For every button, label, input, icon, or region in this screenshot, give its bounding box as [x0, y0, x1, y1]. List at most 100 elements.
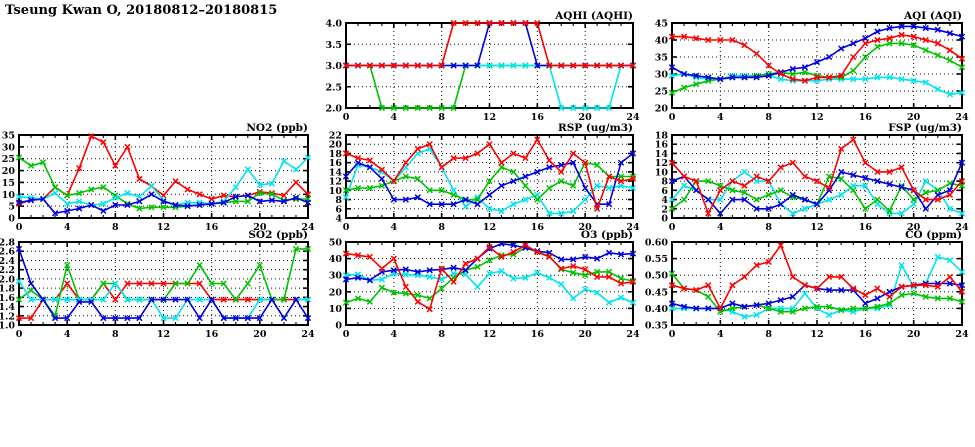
svg-text:0: 0 [661, 214, 668, 225]
svg-text:3.5: 3.5 [325, 40, 342, 51]
series-red [668, 31, 966, 84]
svg-text:16: 16 [531, 222, 545, 233]
svg-text:0.60: 0.60 [645, 238, 669, 249]
svg-text:45: 45 [655, 19, 668, 30]
svg-text:8: 8 [765, 329, 772, 340]
svg-text:15: 15 [2, 178, 15, 189]
series-red [668, 136, 966, 217]
svg-text:12: 12 [329, 177, 342, 188]
svg-text:24: 24 [626, 329, 640, 340]
svg-text:0: 0 [8, 214, 15, 225]
svg-text:8: 8 [661, 177, 668, 188]
svg-text:0: 0 [669, 329, 676, 340]
svg-text:20: 20 [655, 104, 669, 115]
svg-text:16: 16 [859, 112, 873, 123]
svg-text:0.40: 0.40 [645, 304, 669, 315]
svg-text:12: 12 [810, 112, 823, 123]
series-blue [342, 150, 637, 208]
svg-text:30: 30 [2, 142, 16, 153]
svg-text:12: 12 [483, 329, 496, 340]
svg-text:2: 2 [661, 204, 668, 215]
svg-text:24: 24 [955, 222, 969, 233]
chart-so2: 0 4 8 12 16 20 24 1.01.21.41.61.82.02.22.42.62.… [0, 229, 315, 340]
svg-text:10: 10 [655, 167, 669, 178]
svg-text:12: 12 [655, 158, 668, 169]
svg-text:0: 0 [343, 222, 350, 233]
svg-text:20: 20 [907, 222, 921, 233]
svg-text:20: 20 [2, 166, 16, 177]
svg-text:8: 8 [335, 195, 342, 206]
chart-aqhi: 0 4 8 12 16 20 24 2.0 2.5 3.0 3.5 4.0 AQHI (AQHI) [325, 10, 640, 123]
series-red [342, 136, 637, 212]
svg-text:2.0: 2.0 [325, 104, 342, 115]
svg-text:2.5: 2.5 [325, 82, 342, 93]
svg-text:0: 0 [16, 329, 23, 340]
svg-text:8: 8 [765, 112, 772, 123]
svg-text:24: 24 [626, 222, 640, 233]
svg-text:16: 16 [859, 329, 873, 340]
svg-text:0: 0 [335, 321, 342, 332]
svg-text:20: 20 [579, 222, 593, 233]
svg-text:30: 30 [329, 271, 343, 282]
svg-text:8: 8 [438, 222, 445, 233]
svg-text:20: 20 [253, 222, 267, 233]
svg-text:2.8: 2.8 [0, 238, 15, 249]
svg-text:16: 16 [205, 329, 219, 340]
svg-text:CO (ppm): CO (ppm) [905, 229, 962, 241]
svg-text:1.4: 1.4 [0, 302, 15, 313]
svg-text:24: 24 [626, 112, 640, 123]
svg-text:12: 12 [157, 329, 170, 340]
svg-text:1.8: 1.8 [0, 284, 15, 295]
svg-text:20: 20 [907, 329, 921, 340]
series-red [342, 19, 637, 69]
svg-text:18: 18 [655, 131, 669, 142]
svg-text:12: 12 [810, 222, 823, 233]
svg-text:24: 24 [301, 329, 315, 340]
series-blue [668, 23, 966, 83]
svg-text:4: 4 [391, 112, 398, 123]
svg-text:35: 35 [2, 131, 15, 142]
svg-text:20: 20 [907, 112, 921, 123]
svg-text:8: 8 [765, 222, 772, 233]
svg-text:0: 0 [343, 329, 350, 340]
svg-text:4: 4 [64, 222, 71, 233]
svg-text:12: 12 [483, 222, 496, 233]
svg-text:2.6: 2.6 [0, 247, 15, 258]
svg-text:0.50: 0.50 [645, 271, 669, 282]
svg-text:12: 12 [810, 329, 823, 340]
svg-text:8: 8 [112, 329, 119, 340]
series-red [342, 242, 637, 313]
svg-text:18: 18 [329, 149, 343, 160]
svg-text:2.0: 2.0 [0, 274, 15, 285]
svg-text:1.0: 1.0 [0, 321, 15, 332]
svg-text:0.55: 0.55 [645, 254, 668, 265]
chart-co: 0 4 8 12 16 20 24 0.35 0.40 0.45 0.50 0.55 0.60 CO (p… [645, 229, 969, 340]
svg-text:16: 16 [531, 329, 545, 340]
svg-text:SO2 (ppb): SO2 (ppb) [248, 229, 308, 241]
svg-text:4.0: 4.0 [325, 19, 342, 30]
svg-text:16: 16 [329, 158, 343, 169]
svg-text:24: 24 [955, 329, 969, 340]
svg-text:FSP (ug/m3): FSP (ug/m3) [888, 122, 962, 134]
chart-aqi: 0 4 8 12 16 20 24 20 25 30 35 40 45 AQI (AQI) [655, 10, 969, 123]
svg-text:0: 0 [343, 112, 350, 123]
svg-text:4: 4 [335, 214, 342, 225]
svg-text:0: 0 [16, 222, 23, 233]
svg-text:10: 10 [329, 186, 343, 197]
chart-o3: 0 4 8 12 16 20 24 0 10 20 30 40 50 O3 (ppb) [329, 229, 640, 340]
svg-text:50: 50 [329, 238, 343, 249]
svg-text:20: 20 [253, 329, 267, 340]
svg-text:6: 6 [335, 204, 342, 215]
svg-text:8: 8 [438, 112, 445, 123]
svg-text:10: 10 [2, 190, 16, 201]
svg-text:16: 16 [531, 112, 545, 123]
svg-text:40: 40 [329, 254, 343, 265]
series-red [668, 242, 966, 312]
svg-text:5: 5 [8, 202, 15, 213]
svg-text:4: 4 [64, 329, 71, 340]
svg-text:35: 35 [655, 53, 668, 64]
